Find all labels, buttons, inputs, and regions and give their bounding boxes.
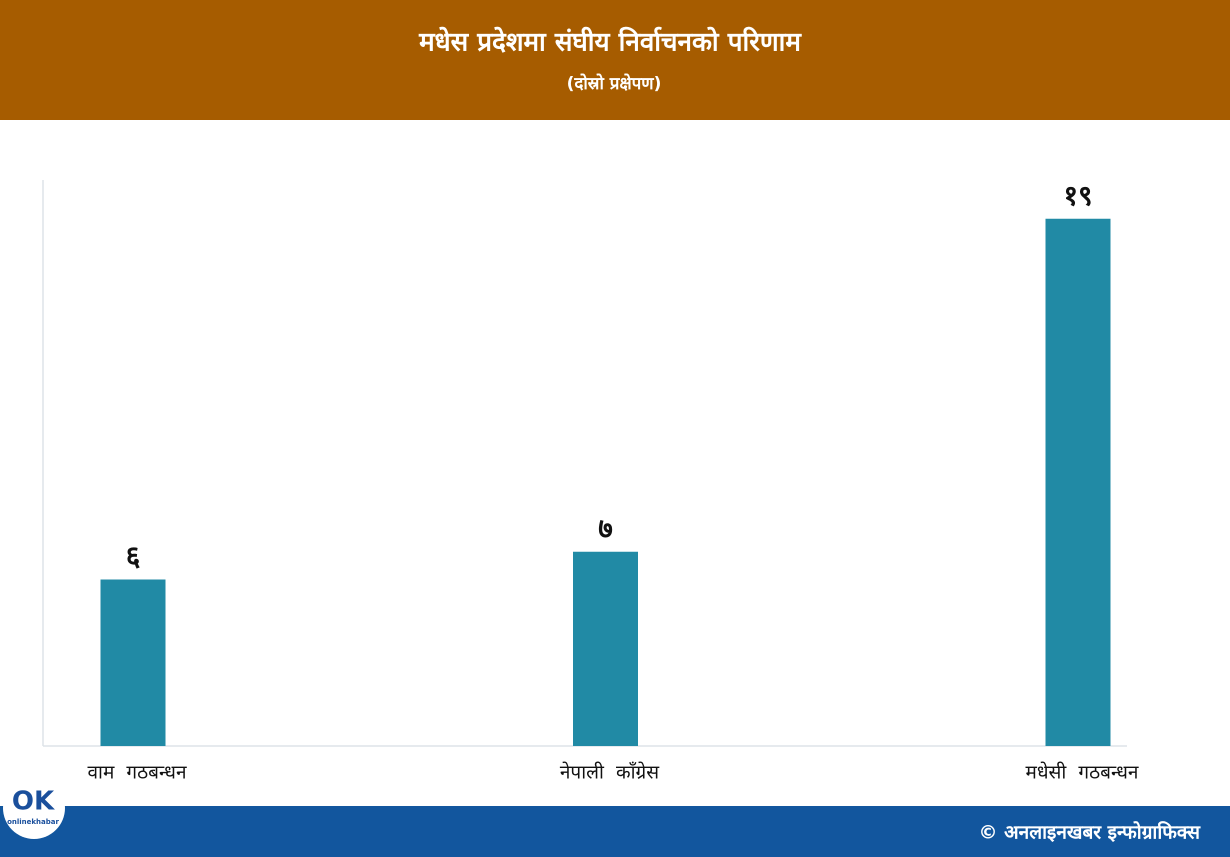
- value-label: ६: [126, 540, 141, 573]
- bar: [100, 579, 166, 746]
- footer-band: [0, 806, 1230, 857]
- bar: [1045, 218, 1111, 746]
- x-tick-label: मधेसी गठबन्धन: [1026, 761, 1139, 784]
- bar: [573, 551, 638, 746]
- logo-circle: [3, 777, 65, 839]
- value-label: १९: [1063, 179, 1092, 212]
- logo-mark: OK: [12, 787, 55, 817]
- chart-title: मधेस प्रदेशमा संघीय निर्वाचनको परिणाम: [418, 27, 802, 58]
- x-tick-label: नेपाली काँग्रेस: [560, 761, 660, 784]
- footer-credit: © अनलाइनखबर इन्फोग्राफिक्स: [979, 821, 1202, 844]
- value-label: ७: [598, 512, 613, 545]
- logo-name: onlinekhabar: [7, 818, 59, 826]
- x-tick-label: वाम गठबन्धन: [87, 762, 186, 784]
- header-band: [0, 0, 1230, 120]
- chart-subtitle: (दोस्रो प्रक्षेपण): [567, 73, 662, 94]
